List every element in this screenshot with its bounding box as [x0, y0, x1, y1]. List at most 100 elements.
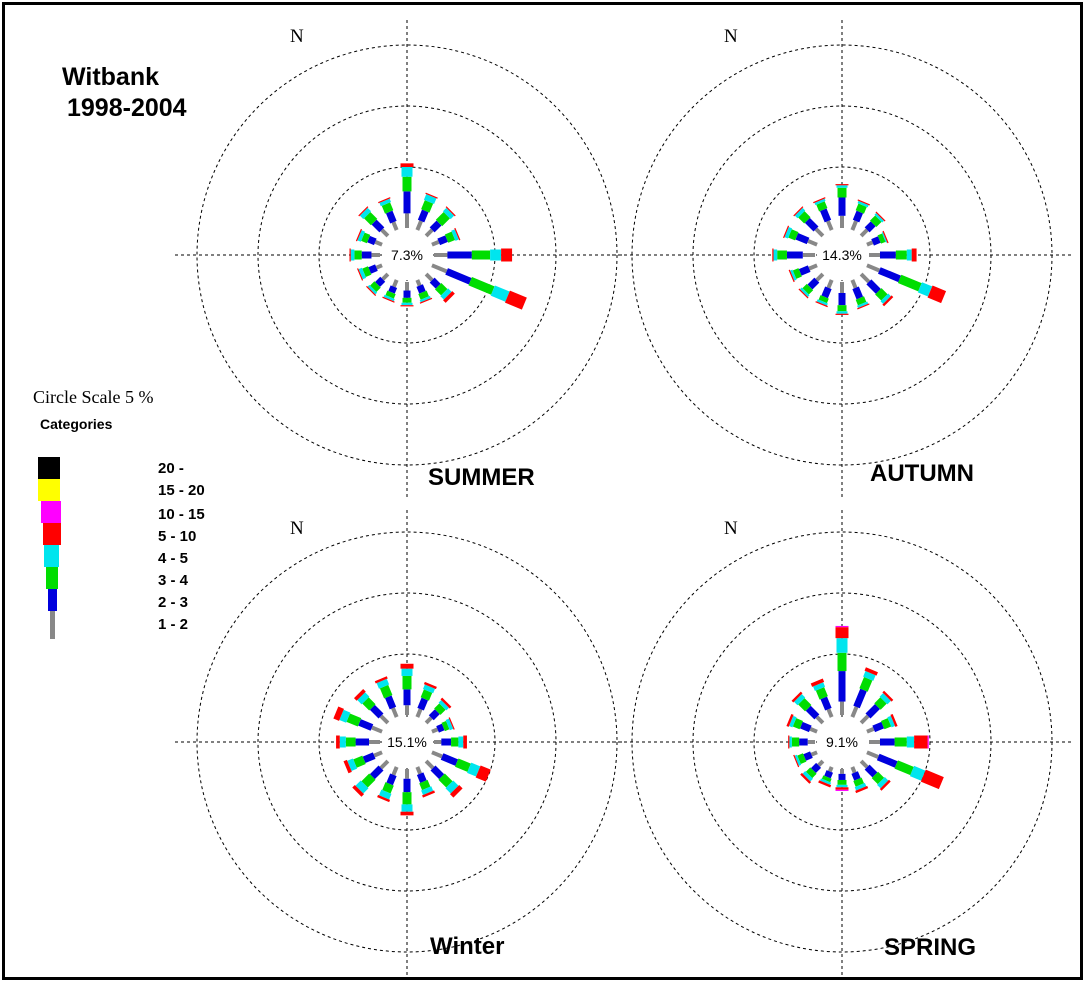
- winter-petal-wnw-class-5: [333, 706, 344, 721]
- spring-petal-ne-class-3: [874, 697, 887, 710]
- autumn-petal-nnw-class-1: [826, 220, 834, 231]
- summer-petal-nw-class-3: [364, 212, 378, 226]
- autumn-petal-nw-class-3: [798, 211, 811, 224]
- autumn-petal-ne-class-1: [859, 228, 869, 238]
- summer-petal-sse-class-1: [415, 279, 422, 287]
- summer-petal-nne-class-1: [415, 220, 423, 231]
- winter-petal-wnw-class-2: [358, 719, 374, 731]
- winter-petal-nne-class-1: [415, 708, 423, 718]
- legend-swatch-10-15: [41, 501, 61, 523]
- autumn-petal-ne-class-3: [869, 215, 882, 228]
- spring-petal-wsw-class-2: [803, 751, 813, 761]
- spring-petal-wnw-class-3: [792, 718, 803, 730]
- winter-scale-ring-3: [196, 531, 618, 953]
- autumn-petal-nne-class-2: [852, 210, 864, 223]
- summer-petal-ese-class-3: [468, 277, 495, 295]
- autumn-petal-sw-class-3: [802, 283, 814, 295]
- winter-petal-nne-class-5: [423, 681, 437, 690]
- summer-petal-nne-class-4: [423, 194, 437, 204]
- legend-swatch-1-2: [50, 611, 55, 639]
- autumn-petal-ese-class-3: [897, 274, 922, 292]
- spring-petal-sse-class-2: [851, 771, 861, 781]
- legend-swatch-15-20: [38, 479, 60, 501]
- summer-petal-sw-class-2: [375, 276, 386, 287]
- autumn-petal-sw-class-1: [815, 272, 825, 282]
- winter-petal-wsw-class-4: [347, 758, 358, 771]
- summer-petal-nw-class-4: [359, 207, 372, 220]
- legend-swatch-2-3: [48, 589, 57, 611]
- summer-petal-ne-class-1: [424, 228, 434, 238]
- winter-petal-ssw-class-1: [391, 766, 399, 776]
- autumn-petal-ese-class-1: [866, 263, 881, 273]
- winter-petal-sw-class-2: [369, 765, 384, 780]
- autumn-petal-wnw-class-3: [788, 229, 799, 241]
- winter-petal-nw-class-4: [357, 692, 370, 705]
- winter-petal-nw-class-1: [379, 714, 390, 725]
- autumn-petal-nnw-class-3: [816, 201, 828, 212]
- winter-petal-ese-class-4: [467, 762, 481, 777]
- summer-calm-label: 7.3%: [391, 247, 423, 263]
- spring-petal-nnw-class-4: [813, 682, 826, 691]
- summer-petal-wnw-class-1: [374, 240, 383, 247]
- north-label-spring: N: [724, 518, 738, 539]
- winter-petal-sse-class-3: [419, 779, 431, 791]
- spring-petal-ssw-class-1: [827, 766, 834, 773]
- summer-petal-ssw-class-2: [388, 285, 398, 294]
- spring-petal-nnw-class-2: [820, 696, 832, 711]
- summer-petal-ese-class-2: [445, 268, 472, 285]
- legend-label-1-2: 1 - 2: [158, 616, 189, 633]
- summer-petal-nw-class-1: [380, 228, 390, 238]
- winter-scale-ring-2: [257, 592, 557, 892]
- station-title: Witbank: [62, 63, 159, 91]
- spring-petal-nne-class-4: [863, 670, 876, 681]
- spring-petal-nw-class-1: [815, 715, 825, 725]
- winter-petal-nne-class-3: [420, 689, 433, 701]
- spring-petal-ene-class-3: [881, 718, 892, 730]
- autumn-petal-wnw-class-4: [784, 226, 793, 239]
- spring-petal-wnw-class-1: [809, 727, 818, 734]
- summer-petal-ne-class-3: [435, 212, 450, 227]
- winter-petal-ese-class-1: [431, 750, 443, 759]
- autumn-petal-nnw-class-2: [820, 208, 832, 223]
- summer-petal-sw-class-5: [366, 285, 377, 296]
- autumn-petal-nnw-class-4: [814, 198, 826, 206]
- autumn-petal-ssw-class-3: [818, 295, 829, 304]
- spring-petal-sse-class-5: [855, 785, 869, 794]
- summer-petal-ssw-class-3: [385, 290, 396, 299]
- spring-petal-wsw-class-1: [810, 750, 818, 757]
- summer-petal-nnw-class-4: [379, 198, 392, 207]
- autumn-petal-ene-class-1: [866, 240, 874, 247]
- winter-petal-se-class-1: [424, 759, 435, 770]
- winter-petal-wnw-class-4: [339, 709, 351, 723]
- spring-petal-se-class-1: [859, 759, 869, 769]
- autumn-petal-sw-class-2: [807, 277, 820, 290]
- summer-petal-nnw-class-2: [385, 210, 397, 224]
- legend-swatch-3-4: [46, 567, 58, 589]
- spring-petal-nw-class-2: [805, 705, 820, 720]
- spring-petal-sw-class-3: [805, 767, 817, 779]
- legend-label-10-15: 10 - 15: [158, 506, 205, 523]
- autumn-petal-nw-class-1: [814, 227, 825, 238]
- season-title-spring: SPRING: [884, 934, 977, 961]
- autumn-petal-ne-class-4: [874, 213, 884, 223]
- summer-petal-sse-class-3: [418, 290, 429, 300]
- summer-petal-sse-class-2: [416, 284, 426, 294]
- summer-scale-ring-2: [257, 105, 557, 405]
- legend-label-4-5: 4 - 5: [158, 550, 189, 567]
- winter-petal-ese-class-2: [440, 753, 459, 766]
- summer-calm-circle: [382, 230, 432, 280]
- legend-label-20plus: 20 -: [158, 460, 184, 477]
- spring-petal-ne-class-2: [865, 704, 880, 719]
- summer-scale-ring-3: [196, 44, 618, 466]
- autumn-petal-sw-class-4: [800, 287, 810, 297]
- spring-petal-sse-class-3: [853, 777, 864, 787]
- autumn-scale-ring-3: [631, 44, 1053, 466]
- winter-scale-ring-1: [318, 653, 496, 831]
- spring-petal-sse-class-4: [854, 782, 867, 791]
- autumn-petal-se-class-2: [866, 279, 881, 294]
- spring-petal-ssw-class-2: [824, 770, 834, 779]
- autumn-petal-sse-class-4: [857, 301, 869, 308]
- winter-petal-wsw-class-3: [353, 755, 366, 768]
- winter-petal-nw-class-5: [353, 688, 366, 701]
- autumn-petal-ssw-class-1: [826, 279, 834, 289]
